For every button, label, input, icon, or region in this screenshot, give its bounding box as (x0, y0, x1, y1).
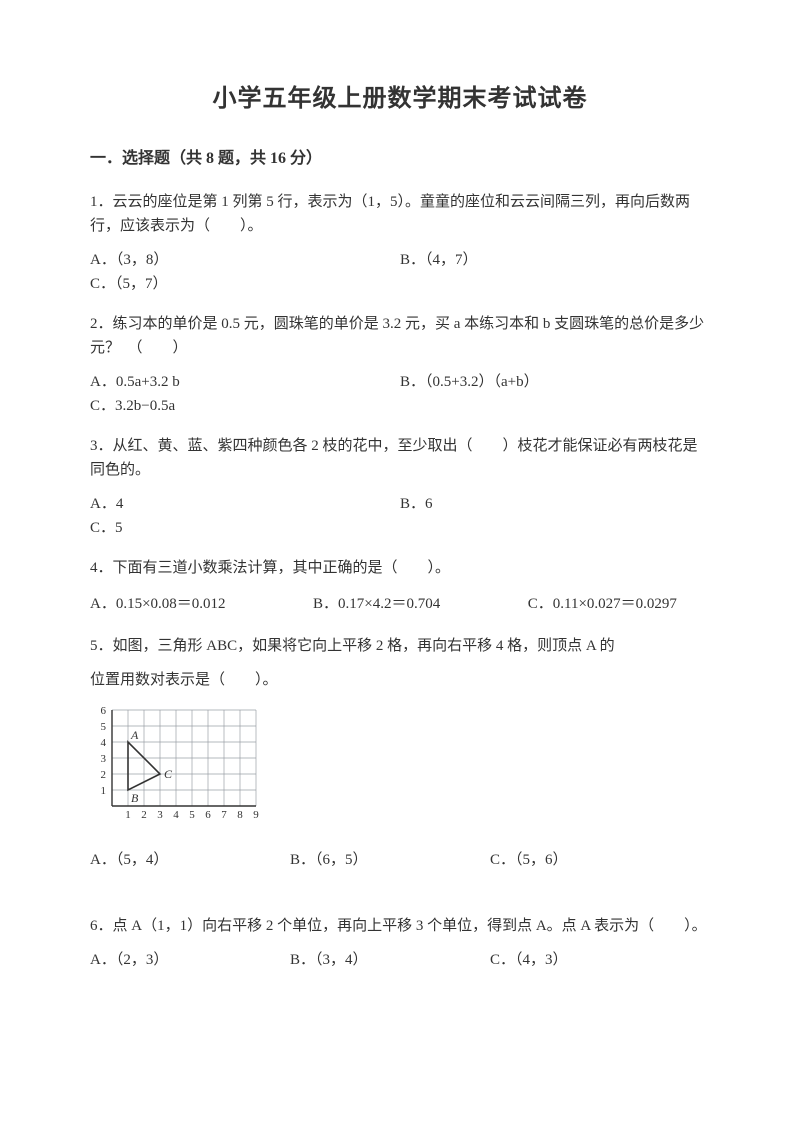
q5-opt-b: B．（6，5） (290, 848, 490, 872)
q6-options: A．（2，3） B．（3，4） C．（4，3） (90, 948, 710, 972)
q1-opt-a: A．（3，8） (90, 248, 352, 272)
q4-options: A．0.15×0.08＝0.012 B．0.17×4.2＝0.704 C．0.1… (90, 590, 710, 619)
q5-opt-a: A．（5，4） (90, 848, 290, 872)
q2-opt-b: B．（0.5+3.2）（a+b） (400, 370, 662, 394)
q6-text: 6．点 A（1，1）向右平移 2 个单位，再向上平移 3 个单位，得到点 A。点… (90, 914, 710, 938)
q4-opt-a: A．0.15×0.08＝0.012 (90, 596, 226, 612)
q4-opt-c: C．0.11×0.027＝0.0297 (528, 596, 677, 612)
q2-opt-c: C．3.2b−0.5a (90, 394, 662, 418)
q5-text-line1: 5．如图，三角形 ABC，如果将它向上平移 2 格，再向右平移 4 格，则顶点 … (90, 634, 710, 658)
q4-opt-b: B．0.17×4.2＝0.704 (313, 596, 440, 612)
q6-opt-a: A．（2，3） (90, 948, 290, 972)
question-6: 6．点 A（1，1）向右平移 2 个单位，再向上平移 3 个单位，得到点 A。点… (90, 914, 710, 972)
q1-options: A．（3，8） B．（4，7） C．（5，7） (90, 248, 710, 296)
svg-text:3: 3 (101, 753, 107, 765)
svg-text:5: 5 (101, 721, 107, 733)
q1-opt-c: C．（5，7） (90, 272, 662, 296)
svg-text:1: 1 (101, 785, 107, 797)
svg-text:3: 3 (157, 809, 163, 821)
svg-text:6: 6 (101, 706, 107, 717)
svg-text:4: 4 (101, 737, 107, 749)
q5-options: A．（5，4） B．（6，5） C．（5，6） (90, 848, 710, 872)
q2-text: 2．练习本的单价是 0.5 元，圆珠笔的单价是 3.2 元，买 a 本练习本和 … (90, 312, 710, 360)
q1-opt-b: B．（4，7） (400, 248, 662, 272)
svg-text:1: 1 (125, 809, 131, 821)
svg-text:5: 5 (189, 809, 195, 821)
q5-opt-c: C．（5，6） (490, 848, 690, 872)
section-heading: 一．选择题（共 8 题，共 16 分） (90, 146, 710, 172)
q6-opt-c: C．（4，3） (490, 948, 690, 972)
svg-text:C: C (164, 767, 173, 781)
question-4: 4．下面有三道小数乘法计算，其中正确的是（ ）。 A．0.15×0.08＝0.0… (90, 556, 710, 619)
question-3: 3．从红、黄、蓝、紫四种颜色各 2 枝的花中，至少取出（ ）枝花才能保证必有两枝… (90, 434, 710, 540)
svg-text:2: 2 (141, 809, 147, 821)
question-5: 5．如图，三角形 ABC，如果将它向上平移 2 格，再向右平移 4 格，则顶点 … (90, 634, 710, 872)
q2-options: A．0.5a+3.2 b B．（0.5+3.2）（a+b） C．3.2b−0.5… (90, 370, 710, 418)
q1-text: 1．云云的座位是第 1 列第 5 行，表示为（1，5）。童童的座位和云云间隔三列… (90, 190, 710, 238)
q2-opt-a: A．0.5a+3.2 b (90, 370, 352, 394)
page-title: 小学五年级上册数学期末考试试卷 (90, 80, 710, 118)
svg-text:A: A (130, 728, 139, 742)
question-2: 2．练习本的单价是 0.5 元，圆珠笔的单价是 3.2 元，买 a 本练习本和 … (90, 312, 710, 418)
q3-options: A．4 B．6 C．5 (90, 492, 710, 540)
svg-text:6: 6 (205, 809, 211, 821)
svg-text:B: B (131, 791, 139, 805)
q3-text: 3．从红、黄、蓝、紫四种颜色各 2 枝的花中，至少取出（ ）枝花才能保证必有两枝… (90, 434, 710, 482)
q3-opt-b: B．6 (400, 492, 662, 516)
grid-svg: 123456789123456ABC (90, 706, 262, 826)
q6-opt-b: B．（3，4） (290, 948, 490, 972)
q5-chart: 123456789123456ABC (90, 706, 710, 826)
svg-text:8: 8 (237, 809, 243, 821)
q3-opt-c: C．5 (90, 516, 662, 540)
question-1: 1．云云的座位是第 1 列第 5 行，表示为（1，5）。童童的座位和云云间隔三列… (90, 190, 710, 296)
svg-text:9: 9 (253, 809, 259, 821)
q5-text-line2: 位置用数对表示是（ ）。 (90, 668, 710, 692)
q4-text: 4．下面有三道小数乘法计算，其中正确的是（ ）。 (90, 556, 710, 580)
svg-text:4: 4 (173, 809, 179, 821)
svg-text:7: 7 (221, 809, 227, 821)
q3-opt-a: A．4 (90, 492, 352, 516)
svg-text:2: 2 (101, 769, 107, 781)
